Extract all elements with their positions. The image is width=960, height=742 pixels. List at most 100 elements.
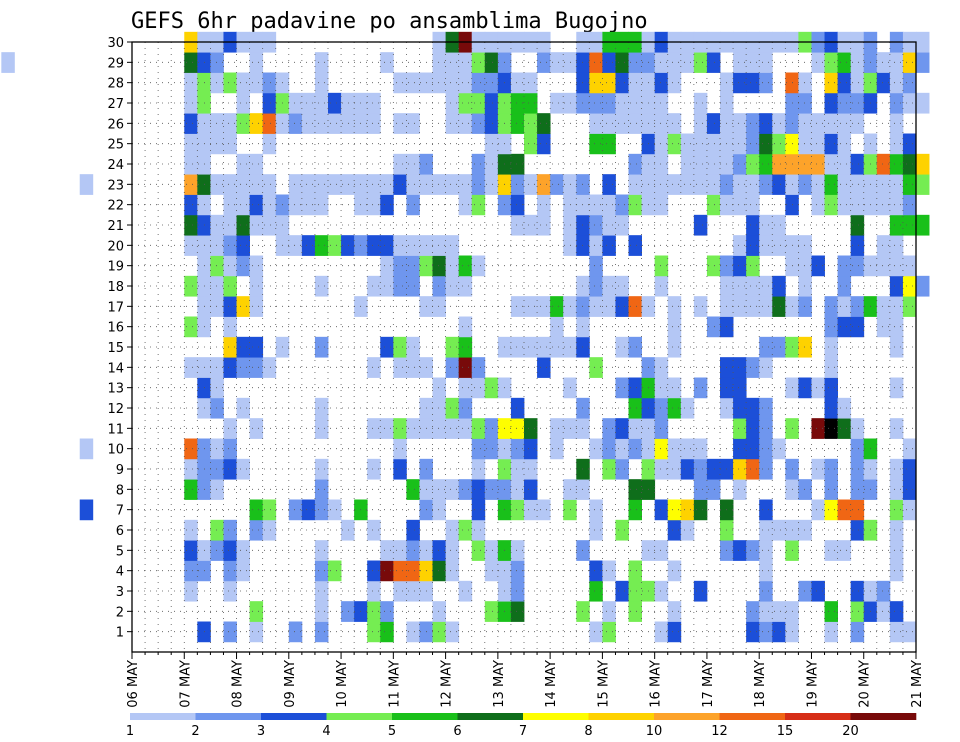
cell (576, 92, 590, 114)
cell (210, 458, 224, 480)
cell (236, 174, 250, 195)
cell (759, 153, 773, 175)
cell (210, 235, 224, 256)
cell (850, 194, 865, 216)
cell (524, 458, 538, 480)
cell (458, 113, 473, 134)
cell (406, 72, 420, 94)
y-tick-label: 14 (107, 361, 124, 376)
x-tick-label: 08 MAY (231, 660, 246, 708)
cell (615, 52, 629, 73)
cell (223, 519, 237, 541)
cell (759, 133, 773, 155)
cell (654, 133, 669, 155)
cell (314, 479, 329, 500)
cell (484, 601, 499, 622)
cell (667, 133, 682, 155)
cell (445, 255, 460, 277)
cell (759, 601, 773, 622)
cell (367, 235, 381, 256)
cell (184, 275, 198, 297)
cell (837, 174, 852, 195)
cell (471, 52, 486, 73)
cell (746, 214, 760, 236)
cell (706, 52, 721, 73)
cell (236, 336, 250, 358)
cell (667, 52, 682, 73)
cell (445, 92, 460, 114)
cell (236, 214, 250, 236)
cell (811, 580, 825, 602)
cell (589, 194, 603, 216)
cell (589, 621, 603, 643)
cell (889, 214, 904, 236)
cell (772, 275, 786, 297)
cell (484, 560, 499, 582)
cell (406, 174, 420, 195)
cell (628, 499, 642, 521)
cell (510, 458, 525, 480)
cell (759, 397, 773, 419)
cell (471, 92, 486, 114)
cell (406, 519, 420, 541)
cell (628, 601, 642, 622)
y-tick-label: 10 (107, 443, 124, 458)
cell (249, 174, 264, 195)
cell (445, 336, 460, 358)
cell (889, 316, 904, 338)
cell (301, 113, 316, 134)
cell (1, 52, 15, 73)
cell (576, 418, 590, 439)
cell (380, 601, 394, 622)
cell (445, 52, 460, 73)
cell (680, 133, 695, 155)
cell (811, 133, 825, 155)
cell (510, 540, 525, 561)
cell (824, 357, 838, 378)
cell (445, 357, 460, 378)
cell (380, 621, 394, 643)
cell (249, 499, 264, 521)
cell (537, 296, 551, 317)
cell (537, 52, 551, 73)
cell (680, 499, 695, 521)
cell (249, 418, 264, 439)
cell (249, 621, 264, 643)
cell (733, 52, 747, 73)
cell (693, 133, 708, 155)
cell (380, 275, 394, 297)
cell (654, 580, 669, 602)
cell (563, 336, 577, 358)
cell (667, 316, 682, 338)
cell (850, 499, 865, 521)
cell (602, 235, 616, 256)
cell (615, 580, 629, 602)
cell (576, 194, 590, 216)
cell (288, 194, 303, 216)
cell (824, 296, 838, 317)
cell (236, 235, 250, 256)
cell (367, 519, 381, 541)
cell (184, 235, 198, 256)
cell (772, 214, 786, 236)
cell (667, 438, 682, 460)
cell (667, 621, 682, 643)
cell (223, 133, 237, 155)
cell (550, 336, 564, 358)
cell (602, 92, 616, 114)
cell (288, 499, 303, 521)
cell (759, 540, 773, 561)
cell (824, 72, 838, 94)
cell (628, 560, 642, 582)
cell (824, 601, 838, 622)
cell (524, 296, 538, 317)
cell (733, 296, 747, 317)
cell (602, 52, 616, 73)
cell (850, 214, 865, 236)
cell (746, 72, 760, 94)
cell (850, 601, 865, 622)
cell (667, 336, 682, 358)
cell (537, 133, 551, 155)
cell (759, 418, 773, 439)
y-tick-label: 3 (116, 585, 124, 600)
